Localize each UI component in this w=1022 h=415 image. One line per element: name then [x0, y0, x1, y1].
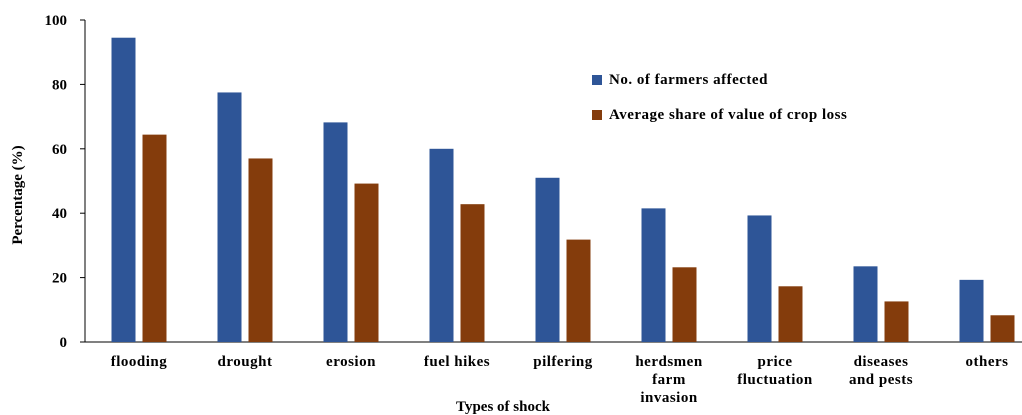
- y-axis: 0 20 40 60 80 100: [45, 13, 86, 351]
- bar-crop-loss-share: [354, 183, 379, 342]
- legend-label: Average share of value of crop loss: [609, 107, 847, 123]
- bar-farmers-affected: [535, 177, 560, 342]
- y-tick-label: 100: [45, 13, 68, 29]
- legend-label: No. of farmers affected: [609, 72, 768, 88]
- bar-crop-loss-share: [884, 301, 909, 342]
- bar-crop-loss-share: [248, 158, 273, 342]
- x-tick-label: price fluctuation: [737, 354, 813, 388]
- bar-farmers-affected: [111, 37, 136, 343]
- x-tick-label: others: [966, 354, 1009, 370]
- y-tick-label: 40: [52, 206, 67, 222]
- bar-farmers-affected: [217, 92, 242, 342]
- x-tick-label: flooding: [111, 354, 168, 370]
- legend-swatch: [592, 110, 602, 120]
- x-tick-label: diseases and pests: [849, 354, 913, 388]
- x-tick-label: drought: [218, 354, 273, 370]
- y-tick-label: 0: [60, 335, 68, 351]
- bar-crop-loss-share: [990, 315, 1015, 342]
- bar-farmers-affected: [853, 266, 878, 342]
- legend: No. of farmers affected Average share of …: [592, 72, 847, 123]
- bars: [111, 37, 1015, 343]
- bar-crop-loss-share: [142, 134, 167, 342]
- bar-crop-loss-share: [778, 286, 803, 342]
- x-tick-label: pilfering: [533, 354, 593, 370]
- bar-crop-loss-share: [460, 204, 485, 342]
- x-tick-label: erosion: [326, 354, 376, 370]
- bar-farmers-affected: [641, 208, 666, 342]
- bar-crop-loss-share: [672, 267, 697, 342]
- x-tick-label: herdsmen farm invasion: [635, 354, 702, 406]
- legend-swatch: [592, 75, 602, 85]
- y-axis-title: Percentage (%): [10, 145, 26, 244]
- bar-crop-loss-share: [566, 239, 591, 342]
- bar-farmers-affected: [323, 122, 348, 342]
- y-tick-label: 60: [52, 142, 67, 158]
- x-tick-label: fuel hikes: [424, 354, 490, 370]
- x-axis-title: Types of shock: [456, 399, 551, 415]
- x-axis: flooding drought erosion fuel hikes pilferin…: [85, 341, 1022, 406]
- y-tick-label: 80: [52, 77, 67, 93]
- y-tick-label: 20: [52, 271, 67, 287]
- bar-farmers-affected: [429, 148, 454, 342]
- bar-farmers-affected: [959, 279, 984, 342]
- bar-farmers-affected: [747, 215, 772, 342]
